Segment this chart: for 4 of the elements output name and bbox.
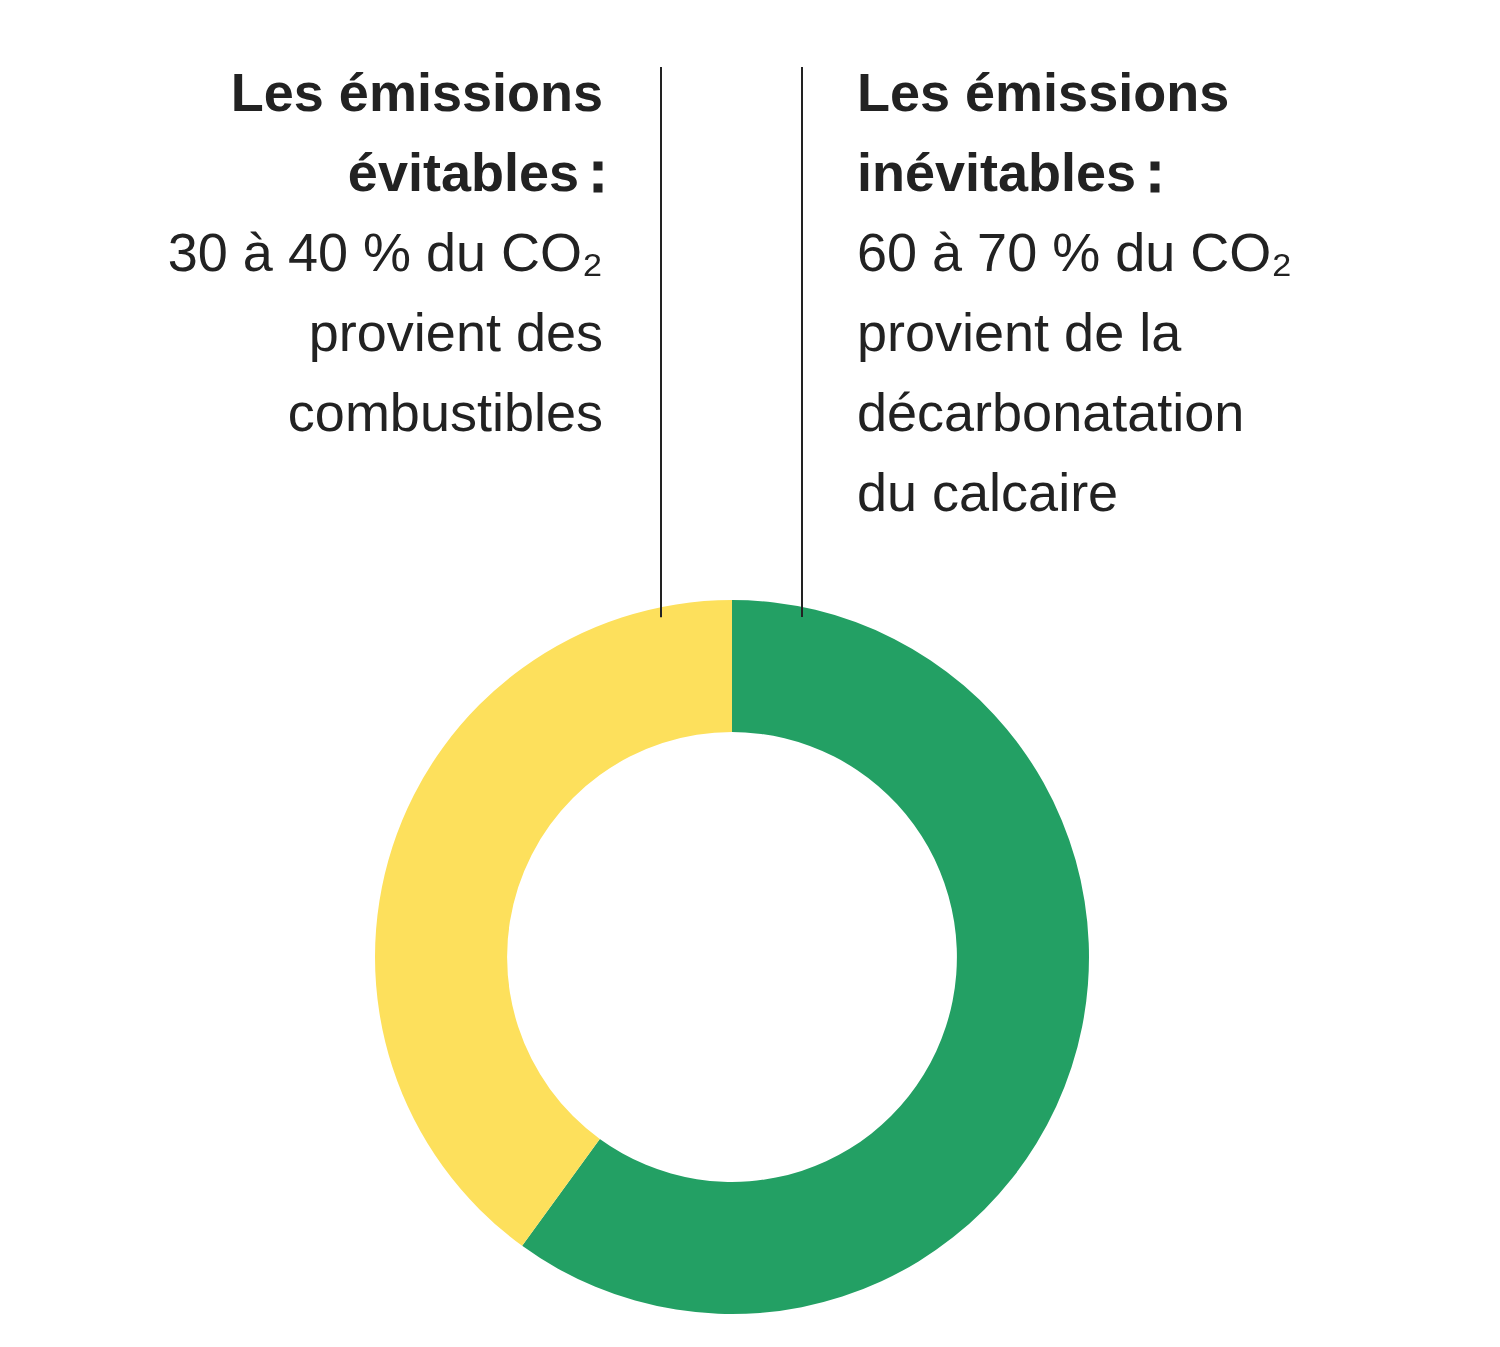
slice-label: Les émissions évitables: [229, 61, 603, 204]
text: 60 à 70 % du CO₂ provient de la décarbonatation du calcaire: [857, 222, 1293, 522]
slice-label: Les émissions inévitables: [857, 61, 1231, 204]
text: 30 à 40 % du CO₂ provient des combustibles: [167, 222, 603, 442]
